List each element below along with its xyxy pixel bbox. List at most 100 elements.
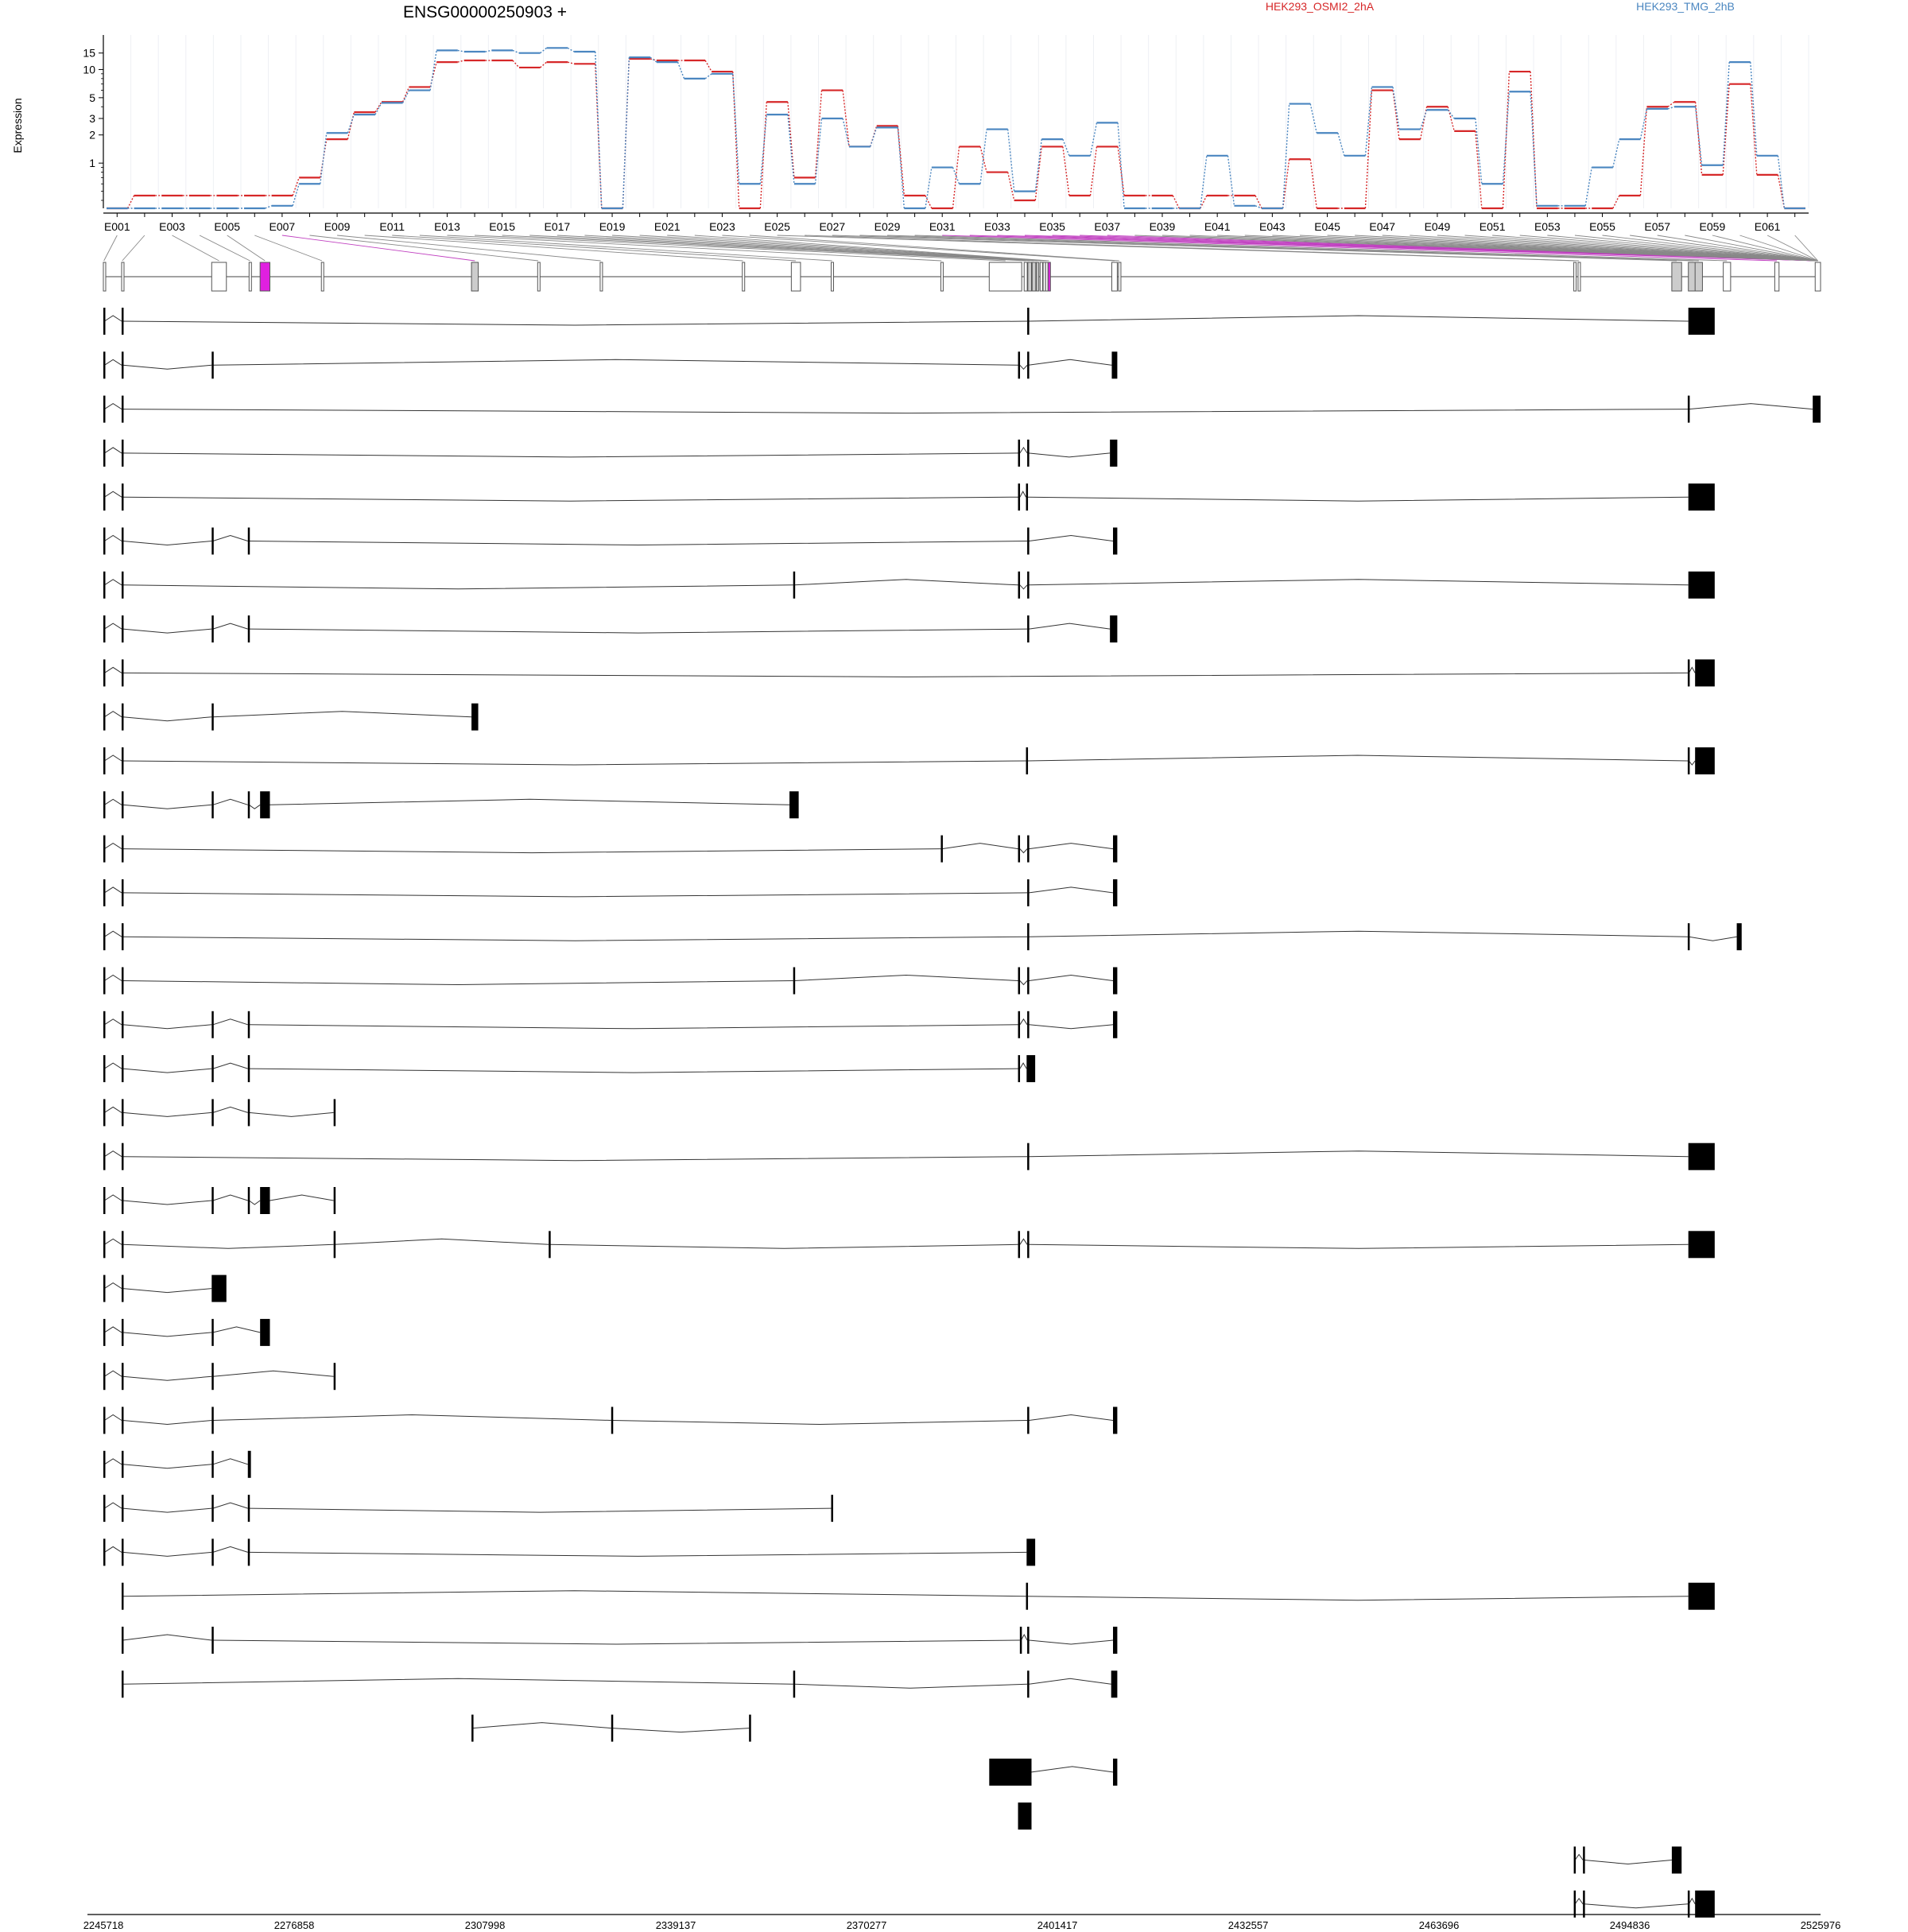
transcript-intron	[122, 760, 1026, 766]
transcript-exon	[1027, 1231, 1030, 1259]
transcript-intron	[1689, 666, 1696, 673]
transcript-intron	[122, 1288, 212, 1294]
y-axis-label: Expression	[11, 98, 24, 153]
transcript-exon	[121, 308, 124, 335]
series-connector	[374, 103, 382, 115]
transcript-exon	[247, 1538, 250, 1566]
transcript-intron	[122, 1200, 212, 1205]
gene-model-exon	[599, 262, 603, 292]
transcript-exon	[121, 1363, 124, 1391]
transcript-intron	[122, 1420, 212, 1426]
transcript-exon	[121, 571, 124, 599]
transcript-intron	[122, 804, 212, 809]
transcript-exon	[121, 527, 124, 555]
transcript-exon	[1027, 923, 1030, 951]
series-connector	[540, 47, 547, 54]
transcript-exon	[103, 1231, 106, 1259]
transcript-intron	[794, 1683, 1028, 1689]
transcript-intron	[104, 623, 122, 630]
transcript-intron	[122, 1068, 212, 1073]
transcript-exon	[1027, 615, 1030, 643]
series-connector	[1034, 146, 1042, 201]
exon-connector	[475, 235, 1006, 262]
transcript-exon	[121, 835, 124, 863]
exon-connector	[1602, 235, 1818, 262]
transcript-intron	[1029, 930, 1688, 937]
transcript-exon	[333, 1099, 336, 1127]
series-connector	[292, 184, 300, 207]
transcript-exon	[611, 1406, 614, 1434]
transcript-intron	[1027, 496, 1689, 502]
gene-model-exon	[790, 262, 801, 292]
transcript-exon	[831, 1495, 833, 1523]
series-connector	[759, 114, 768, 184]
transcript-exon	[1111, 351, 1118, 379]
series-connector	[1419, 107, 1428, 140]
transcript-exon	[1113, 967, 1118, 995]
transcript-intron	[249, 541, 1028, 546]
exon-connector	[722, 235, 1115, 262]
transcript-exon	[121, 923, 124, 951]
transcript-intron	[212, 1502, 248, 1509]
transcript-exon	[121, 1582, 124, 1610]
series-connector	[1502, 72, 1510, 209]
transcript-exon	[211, 1450, 214, 1478]
transcript-2	[103, 395, 1821, 423]
series-connector	[1639, 107, 1648, 196]
exon-connector	[337, 235, 601, 262]
transcript-intron	[122, 496, 1018, 502]
transcript-intron	[1028, 579, 1689, 586]
series-connector	[704, 73, 712, 80]
exon-connector	[612, 235, 1041, 262]
transcript-exon	[247, 1187, 250, 1214]
transcript-exon	[103, 835, 106, 863]
series-connector	[1392, 87, 1400, 130]
transcript-intron	[122, 892, 1028, 898]
transcript-28	[103, 1538, 1036, 1566]
transcript-intron	[122, 1332, 212, 1337]
transcript-intron	[104, 534, 122, 541]
transcript-exon	[333, 1187, 336, 1214]
x-tick-label-14: E029	[874, 220, 901, 233]
transcript-intron	[122, 1156, 1028, 1162]
transcript-exon	[789, 791, 799, 819]
transcript-intron	[212, 1639, 1020, 1645]
transcript-intron	[1029, 1639, 1114, 1645]
transcript-exon	[103, 1450, 106, 1478]
series-connector	[1722, 83, 1730, 175]
transcript-21	[103, 1231, 1715, 1259]
gene-model-exon	[1042, 262, 1046, 292]
genomic-tick-label-3: 2339137	[656, 1919, 696, 1931]
series-connector	[265, 205, 272, 209]
exon-connector	[103, 235, 118, 262]
transcript-intron	[1028, 452, 1111, 458]
transcript-exon	[211, 703, 214, 731]
transcript-exon	[1688, 308, 1715, 335]
series-connector	[1667, 106, 1675, 110]
transcript-14	[103, 923, 1742, 951]
transcript-exon	[1687, 659, 1690, 687]
transcript-exon	[121, 1406, 124, 1434]
series-connector	[897, 126, 906, 196]
exon-connector	[1712, 235, 1818, 262]
exon-connector	[1739, 235, 1818, 262]
transcript-exon	[1695, 659, 1715, 687]
transcript-intron	[1029, 623, 1111, 630]
transcript-intron	[248, 804, 261, 809]
y-tick-label-0: 1	[89, 157, 95, 169]
transcript-intron	[1028, 315, 1689, 322]
transcript-25	[103, 1406, 1118, 1434]
transcript-intron	[122, 1634, 212, 1641]
transcript-intron	[270, 798, 790, 805]
transcript-intron	[1020, 1633, 1028, 1641]
gene-model-exon	[988, 262, 1022, 292]
series-connector	[1034, 139, 1042, 192]
genomic-axis: 2245718 2276858 2307998 2339137 2370277 24014…	[83, 1914, 1840, 1931]
transcript-intron	[1029, 1414, 1114, 1421]
transcript-exon	[749, 1714, 751, 1742]
transcript-intron	[1019, 1062, 1027, 1069]
transcript-17	[103, 1055, 1036, 1083]
series-connector	[1694, 107, 1703, 165]
transcript-intron	[1031, 1766, 1114, 1773]
gene-model-exon	[830, 262, 834, 292]
